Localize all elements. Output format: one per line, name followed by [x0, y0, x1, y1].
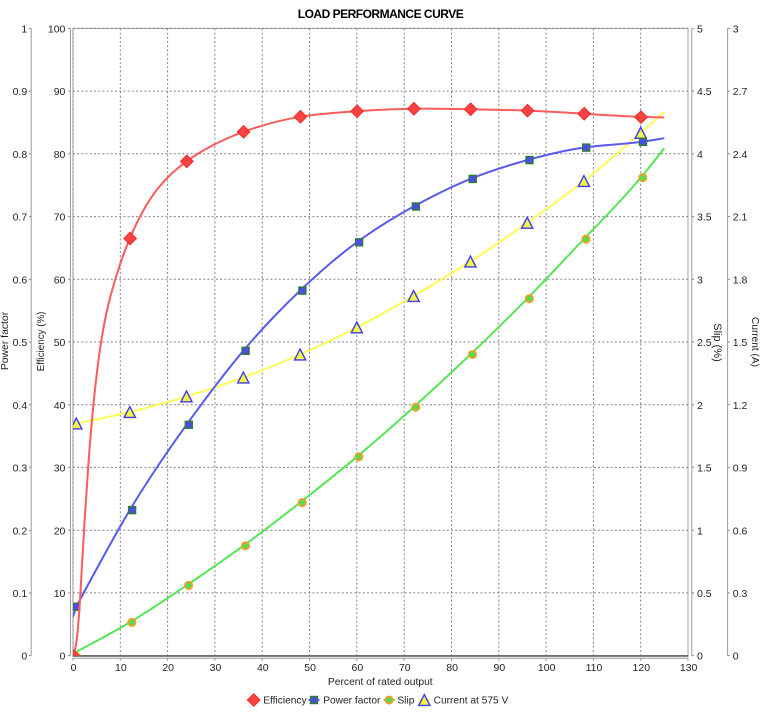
svg-text:Slip (%): Slip (%): [711, 323, 723, 362]
svg-text:2.5: 2.5: [697, 337, 712, 349]
svg-text:2.4: 2.4: [733, 149, 748, 161]
svg-text:70: 70: [399, 662, 411, 674]
svg-text:1.5: 1.5: [697, 463, 712, 475]
svg-text:Current at 575 V: Current at 575 V: [434, 696, 509, 707]
svg-text:4.5: 4.5: [697, 86, 712, 98]
svg-text:0: 0: [733, 651, 739, 663]
svg-text:0: 0: [71, 662, 77, 674]
svg-text:100: 100: [48, 24, 66, 36]
svg-text:0.3: 0.3: [13, 463, 28, 475]
svg-text:20: 20: [162, 662, 174, 674]
svg-text:130: 130: [680, 662, 698, 674]
svg-text:110: 110: [586, 662, 603, 674]
svg-text:0.8: 0.8: [13, 149, 28, 161]
svg-text:Efficiency: Efficiency: [263, 696, 307, 707]
svg-text:0: 0: [60, 651, 66, 663]
svg-text:70: 70: [54, 212, 66, 224]
svg-text:20: 20: [54, 525, 66, 537]
svg-text:Percent of rated output: Percent of rated output: [328, 677, 433, 688]
svg-text:0: 0: [697, 651, 703, 663]
svg-text:0.5: 0.5: [13, 337, 28, 349]
svg-text:60: 60: [54, 274, 66, 286]
svg-text:0.6: 0.6: [13, 274, 28, 286]
svg-text:30: 30: [54, 463, 66, 475]
svg-text:1.2: 1.2: [733, 400, 748, 412]
svg-text:10: 10: [115, 662, 127, 674]
svg-text:80: 80: [446, 662, 458, 674]
svg-text:4: 4: [697, 149, 703, 161]
svg-text:40: 40: [257, 662, 269, 674]
svg-text:10: 10: [54, 588, 66, 600]
svg-text:Efficiency (%): Efficiency (%): [36, 312, 47, 372]
svg-text:60: 60: [352, 662, 364, 674]
svg-text:0.3: 0.3: [733, 588, 748, 600]
svg-text:Power factor: Power factor: [323, 696, 381, 707]
svg-text:5: 5: [697, 24, 703, 36]
svg-text:3: 3: [733, 24, 739, 36]
svg-text:Slip: Slip: [397, 696, 414, 707]
svg-text:1.8: 1.8: [733, 274, 748, 286]
svg-text:Current (A): Current (A): [749, 317, 760, 367]
svg-text:2: 2: [697, 400, 703, 412]
svg-text:0.7: 0.7: [13, 212, 28, 224]
svg-text:Power factor: Power factor: [0, 311, 11, 370]
svg-text:90: 90: [494, 662, 506, 674]
svg-text:1.5: 1.5: [733, 337, 748, 349]
svg-text:0: 0: [21, 651, 27, 663]
svg-text:0.9: 0.9: [733, 463, 748, 475]
svg-text:90: 90: [54, 86, 66, 98]
svg-text:2.1: 2.1: [733, 212, 748, 224]
svg-text:120: 120: [633, 662, 651, 674]
svg-text:1: 1: [21, 24, 27, 36]
svg-text:0.4: 0.4: [13, 400, 28, 412]
svg-text:0.1: 0.1: [13, 588, 28, 600]
svg-text:0.9: 0.9: [13, 86, 28, 98]
svg-text:0.6: 0.6: [733, 525, 748, 537]
svg-text:100: 100: [538, 662, 556, 674]
svg-text:3.5: 3.5: [697, 212, 712, 224]
svg-text:LOAD PERFORMANCE CURVE: LOAD PERFORMANCE CURVE: [298, 7, 464, 21]
svg-text:3: 3: [697, 274, 703, 286]
svg-text:0.2: 0.2: [13, 525, 28, 537]
svg-text:30: 30: [210, 662, 222, 674]
svg-text:2.7: 2.7: [733, 86, 748, 98]
svg-text:0.5: 0.5: [697, 588, 712, 600]
svg-text:50: 50: [54, 337, 66, 349]
svg-text:1: 1: [697, 525, 703, 537]
svg-text:40: 40: [54, 400, 66, 412]
svg-text:50: 50: [304, 662, 316, 674]
svg-text:80: 80: [54, 149, 66, 161]
